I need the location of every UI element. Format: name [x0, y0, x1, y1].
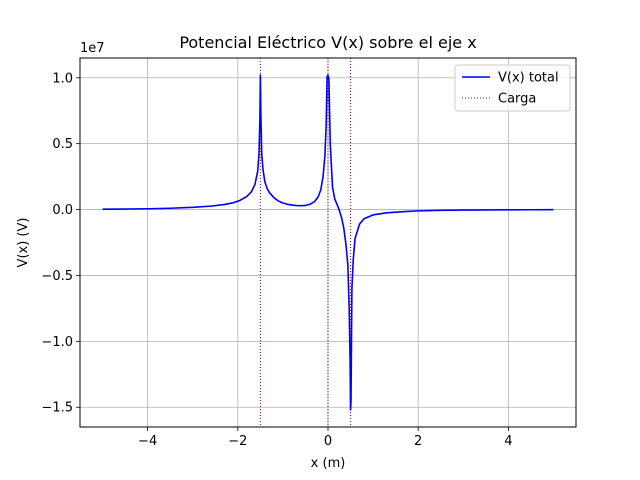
y-tick-label: −0.5: [41, 269, 73, 284]
y-tick-label: −1.0: [41, 335, 73, 350]
x-axis-label: x (m): [311, 456, 346, 471]
x-tick-label: 0: [324, 434, 332, 449]
x-tick-label: −4: [138, 434, 157, 449]
y-tick-label: −1.5: [41, 401, 73, 416]
series-line-group: [102, 74, 554, 411]
y-axis-label: V(x) (V): [16, 218, 31, 268]
chart-title: Potencial Eléctrico V(x) sobre el eje x: [179, 33, 476, 52]
y-tick-label: 1.0: [52, 71, 73, 86]
x-tick-label: −2: [228, 434, 247, 449]
y-tick-label: 0.0: [52, 203, 73, 218]
y-axis-ticks: −1.5 −1.0 −0.5 0.0 0.5 1.0: [41, 71, 80, 416]
x-axis-ticks: −4 −2 0 2 4: [138, 427, 513, 449]
y-axis-offset-text: 1e7: [80, 41, 105, 56]
series-line-v-total: [102, 74, 554, 411]
x-tick-label: 2: [414, 434, 422, 449]
legend-label-v-total: V(x) total: [498, 71, 559, 86]
charge-lines: [259, 58, 352, 427]
grid-lines: [80, 58, 576, 427]
legend-label-carga: Carga: [498, 92, 536, 107]
legend: V(x) total Carga: [454, 64, 571, 112]
y-tick-label: 0.5: [52, 137, 73, 152]
x-tick-label: 4: [504, 434, 512, 449]
